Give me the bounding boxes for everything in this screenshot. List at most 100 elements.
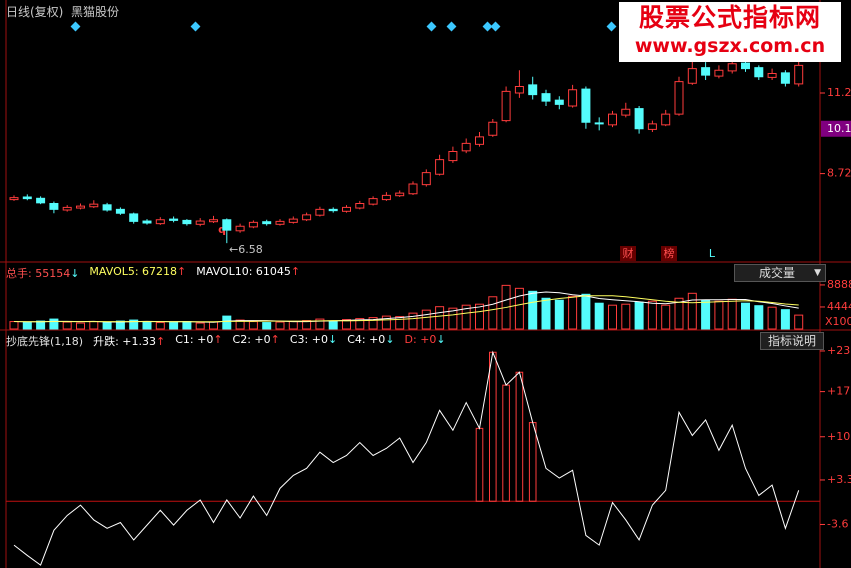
candle-body xyxy=(36,197,46,204)
candle-body xyxy=(794,64,804,85)
volume-bar xyxy=(209,321,218,330)
volume-bar xyxy=(195,322,205,330)
candle-body xyxy=(594,122,604,125)
volume-bar xyxy=(741,302,750,330)
ma-line xyxy=(13,295,799,323)
candle-body xyxy=(222,219,232,231)
volume-bar xyxy=(22,322,32,330)
candle-body xyxy=(754,67,764,78)
candle-body xyxy=(102,204,112,211)
unit-label: X100 xyxy=(825,315,851,328)
candle-body xyxy=(248,221,258,228)
volume-bar xyxy=(461,304,471,330)
candle-body xyxy=(608,113,617,126)
candle-body xyxy=(9,197,19,201)
legend-text: MAVOL5: 67218 xyxy=(89,265,178,278)
volume-bar xyxy=(714,300,724,330)
current-price-label: 10.1 xyxy=(827,122,851,135)
annotation: 榜 xyxy=(664,246,675,260)
volume-bar xyxy=(794,314,804,330)
volume-bar xyxy=(182,321,192,330)
candle-body xyxy=(288,218,298,223)
candle-body xyxy=(129,213,139,222)
candle-body xyxy=(647,123,657,130)
legend-arrow: ↓ xyxy=(385,333,395,346)
candle-body xyxy=(155,219,165,225)
annotation: ←6.58 xyxy=(229,243,263,256)
volume-bar xyxy=(381,315,391,330)
volume-legend: 总手: 55154↓ MAVOL5: 67218↑ MAVOL10: 61045↑ xyxy=(6,265,306,281)
legend-arrow: ↑ xyxy=(156,335,166,348)
current-price-box xyxy=(821,120,851,137)
candle-body xyxy=(461,142,471,152)
legend-text: C2: +0 xyxy=(232,333,271,346)
volume-bar xyxy=(222,315,232,330)
volume-bar xyxy=(687,292,697,330)
legend-item: C1: +0↑ xyxy=(175,333,222,349)
legend-item: D: +0↓ xyxy=(405,333,446,349)
candle-body xyxy=(727,63,737,72)
candle-body xyxy=(368,198,378,205)
legend-arrow: ↑ xyxy=(270,333,280,346)
volume-bar xyxy=(408,312,418,330)
candle-body xyxy=(780,72,790,84)
volume-bar xyxy=(780,309,790,330)
volume-bar xyxy=(262,322,272,330)
legend-item: 总手: 55154↓ xyxy=(6,265,79,281)
candle-body xyxy=(514,86,524,94)
watermark: 股票公式指标网 www.gszx.com.cn xyxy=(619,2,841,62)
y-tick-label: +17. xyxy=(827,385,851,398)
annotation: L xyxy=(709,247,716,260)
legend-text: C4: +0 xyxy=(347,333,386,346)
period: 日线(复权) xyxy=(6,5,64,19)
volume-bar xyxy=(155,322,165,330)
volume-bar xyxy=(36,320,46,330)
signal-stripe xyxy=(489,351,497,502)
signal-stripe xyxy=(475,427,484,502)
candle-body xyxy=(142,220,152,224)
legend-item: C3: +0↓ xyxy=(290,333,337,349)
watermark-url: www.gszx.com.cn xyxy=(634,35,826,57)
legend-text: 升跌: +1.33 xyxy=(93,335,156,348)
y-tick-label: +10. xyxy=(827,430,851,443)
legend-item: 升跌: +1.33↑ xyxy=(93,333,165,349)
candle-body xyxy=(76,205,85,209)
volume-bar xyxy=(594,302,604,330)
candle-body xyxy=(408,183,418,195)
volume-bar xyxy=(568,295,578,330)
volume-bar xyxy=(674,297,684,330)
legend-item: MAVOL5: 67218↑ xyxy=(89,265,186,281)
candle-body xyxy=(714,69,724,77)
indicator-legend: 抄底先锋(1,18) 升跌: +1.33↑ C1: +0↑ C2: +0↑ C3: +0… xyxy=(6,333,452,349)
volume-bar xyxy=(368,317,378,330)
volume-bar xyxy=(169,321,179,330)
volume-bar xyxy=(9,321,19,330)
signal-stripe xyxy=(502,384,510,502)
volume-bar xyxy=(621,303,631,330)
candle-body xyxy=(634,108,644,130)
volume-bar xyxy=(661,304,671,330)
candle-body xyxy=(661,113,671,126)
candle-body xyxy=(49,203,59,210)
indicator-help-button[interactable]: 指标说明 xyxy=(760,332,824,350)
volume-bar xyxy=(288,321,298,330)
legend-arrow: ↓ xyxy=(436,333,446,346)
volume-bar xyxy=(76,322,85,330)
volume-bar xyxy=(435,306,445,330)
volume-bar xyxy=(448,307,458,330)
indicator-dropdown[interactable]: 成交量 ▼ xyxy=(734,264,826,282)
legend-text: 抄底先锋(1,18) xyxy=(6,335,84,348)
y-tick-label: 11.2 xyxy=(827,86,851,99)
volume-bar xyxy=(475,303,484,330)
volume-bar xyxy=(488,296,498,330)
candle-body xyxy=(421,172,431,186)
candle-body xyxy=(115,208,125,214)
volume-bar xyxy=(528,290,538,330)
candle-body xyxy=(169,218,179,221)
legend-item: 抄底先锋(1,18) xyxy=(6,333,83,349)
volume-bar xyxy=(355,318,365,330)
y-tick-label: +23. xyxy=(827,344,851,357)
volume-bar xyxy=(315,318,325,330)
header: 日线(复权) 黑猫股份 xyxy=(6,3,119,20)
